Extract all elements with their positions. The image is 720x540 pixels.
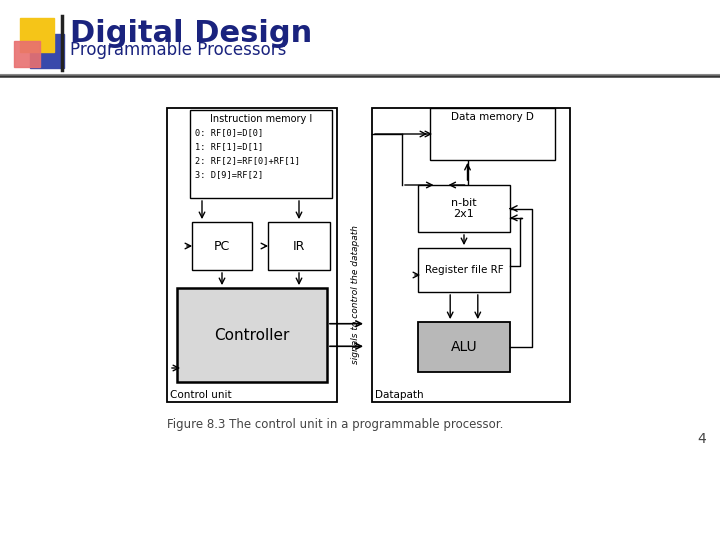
- Text: 4: 4: [697, 432, 706, 446]
- Text: 2: RF[2]=RF[0]+RF[1]: 2: RF[2]=RF[0]+RF[1]: [195, 156, 300, 165]
- Bar: [418, 185, 510, 232]
- Text: 0: RF[0]=D[0]: 0: RF[0]=D[0]: [195, 128, 264, 137]
- Bar: [190, 110, 332, 198]
- Bar: [14, 41, 40, 67]
- Text: Datapath: Datapath: [375, 390, 423, 400]
- Text: PC: PC: [214, 240, 230, 253]
- Text: Data memory D: Data memory D: [451, 112, 534, 122]
- Text: IR: IR: [293, 240, 305, 253]
- Text: Programmable Processors: Programmable Processors: [70, 41, 287, 59]
- Text: Control unit: Control unit: [170, 390, 232, 400]
- Bar: [418, 248, 510, 292]
- Text: 3: D[9]=RF[2]: 3: D[9]=RF[2]: [195, 170, 264, 179]
- Text: Register file RF: Register file RF: [425, 265, 503, 275]
- Bar: [430, 108, 555, 160]
- Bar: [20, 18, 54, 52]
- Text: Digital Design: Digital Design: [70, 19, 312, 48]
- Text: ALU: ALU: [451, 340, 477, 354]
- Bar: [30, 34, 64, 68]
- Bar: [268, 222, 330, 270]
- Bar: [418, 322, 510, 372]
- Text: n-bit
2x1: n-bit 2x1: [451, 198, 477, 219]
- Text: Figure 8.3 The control unit in a programmable processor.: Figure 8.3 The control unit in a program…: [167, 418, 503, 431]
- Bar: [372, 108, 570, 402]
- Text: Instruction memory I: Instruction memory I: [210, 114, 312, 124]
- Bar: [177, 288, 327, 382]
- Bar: [192, 222, 252, 270]
- Text: 1: RF[1]=D[1]: 1: RF[1]=D[1]: [195, 142, 264, 151]
- Text: Controller: Controller: [215, 327, 289, 342]
- Bar: [167, 108, 337, 402]
- Text: signals to control the datapath: signals to control the datapath: [351, 226, 361, 364]
